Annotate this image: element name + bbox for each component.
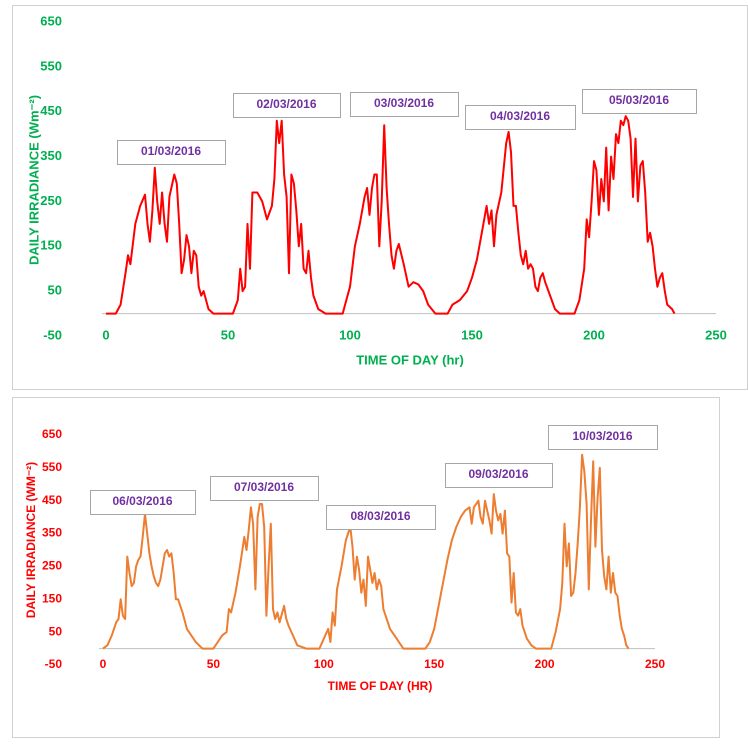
annotation-box	[326, 505, 436, 530]
x-tick-label: 200	[535, 657, 555, 671]
annotation-box	[350, 92, 459, 117]
annotation: 02/03/2016	[256, 97, 316, 111]
y-tick-label: 250	[42, 559, 62, 573]
y-tick-label: 650	[40, 13, 62, 28]
x-tick-label: 50	[207, 657, 221, 671]
annotation-box	[445, 463, 553, 488]
x-axis-title: TIME OF DAY (HR)	[328, 679, 433, 693]
x-tick-label: 250	[645, 657, 665, 671]
annotation-box	[582, 89, 697, 114]
x-tick-label: 0	[102, 327, 109, 342]
annotation: 07/03/2016	[234, 480, 294, 494]
x-tick-label: 100	[314, 657, 334, 671]
x-axis-title: TIME OF DAY (hr)	[356, 352, 464, 367]
annotation-box	[548, 425, 658, 450]
annotation-box	[90, 490, 196, 515]
x-tick-label: 150	[461, 327, 483, 342]
panel	[12, 5, 748, 390]
annotation: 05/03/2016	[609, 93, 669, 107]
y-axis-title: DAILY IRRADIANCE (WM⁻²)	[24, 462, 38, 618]
y-tick-label: 550	[40, 58, 62, 73]
y-tick-label: 50	[49, 624, 63, 638]
y-tick-label: 50	[48, 283, 62, 298]
y-tick-label: -50	[43, 327, 62, 342]
annotation-box	[233, 93, 341, 118]
y-tick-label: 450	[40, 103, 62, 118]
data-line	[106, 115, 676, 315]
x-tick-label: 100	[339, 327, 361, 342]
annotation-box	[465, 105, 576, 130]
x-tick-label: 250	[705, 327, 727, 342]
annotation: 06/03/2016	[112, 494, 172, 508]
annotation: 03/03/2016	[374, 96, 434, 110]
y-tick-label: 550	[42, 460, 62, 474]
panel	[12, 397, 720, 738]
annotation: 04/03/2016	[490, 109, 550, 123]
y-tick-label: 250	[40, 193, 62, 208]
annotation: 09/03/2016	[468, 467, 528, 481]
y-tick-label: 350	[42, 526, 62, 540]
annotation-box	[210, 476, 319, 501]
x-tick-label: 200	[583, 327, 605, 342]
y-tick-label: 650	[42, 427, 62, 441]
data-line	[102, 453, 630, 650]
y-axis-title: DAILY IRRADIANCE (Wm⁻²)	[26, 95, 41, 265]
annotation: 10/03/2016	[572, 429, 632, 443]
x-tick-label: 0	[100, 657, 107, 671]
y-tick-label: -50	[45, 657, 63, 671]
annotation-box	[117, 140, 226, 165]
y-tick-label: 150	[40, 238, 62, 253]
annotation: 08/03/2016	[350, 509, 410, 523]
y-tick-label: 350	[40, 148, 62, 163]
y-tick-label: 150	[42, 591, 62, 605]
x-tick-label: 50	[221, 327, 235, 342]
x-tick-label: 150	[424, 657, 444, 671]
y-tick-label: 450	[42, 493, 62, 507]
annotation: 01/03/2016	[141, 144, 201, 158]
